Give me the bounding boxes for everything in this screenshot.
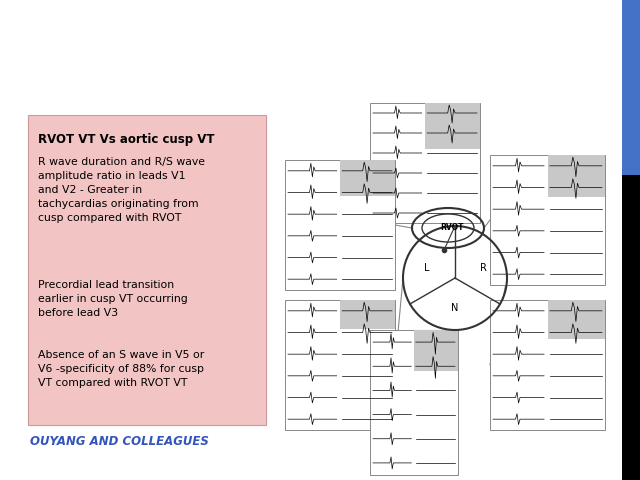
Bar bbox=[340, 300, 395, 329]
Bar bbox=[285, 300, 395, 430]
Bar bbox=[340, 160, 395, 196]
Text: RVOT: RVOT bbox=[440, 224, 464, 232]
Bar bbox=[622, 175, 640, 480]
Text: RVOT VT Vs aortic cusp VT: RVOT VT Vs aortic cusp VT bbox=[38, 133, 214, 146]
Text: Precordial lead transition
earlier in cusp VT occurring
before lead V3: Precordial lead transition earlier in cu… bbox=[38, 280, 188, 318]
Bar bbox=[622, 0, 640, 175]
Bar bbox=[425, 103, 480, 149]
Text: N: N bbox=[451, 303, 459, 313]
Bar bbox=[547, 155, 605, 197]
Bar bbox=[490, 155, 605, 285]
Bar bbox=[285, 160, 395, 290]
Bar bbox=[370, 103, 480, 223]
Bar bbox=[370, 330, 458, 475]
Text: L: L bbox=[424, 263, 429, 273]
Text: Absence of an S wave in V5 or
V6 -specificity of 88% for cusp
VT compared with R: Absence of an S wave in V5 or V6 -specif… bbox=[38, 350, 204, 388]
Bar bbox=[490, 300, 605, 430]
Text: R: R bbox=[480, 263, 487, 273]
Text: R wave duration and R/S wave
amplitude ratio in leads V1
and V2 - Greater in
tac: R wave duration and R/S wave amplitude r… bbox=[38, 157, 205, 223]
Bar bbox=[547, 300, 605, 339]
Bar bbox=[414, 330, 458, 371]
Text: OUYANG AND COLLEAGUES: OUYANG AND COLLEAGUES bbox=[30, 435, 209, 448]
Bar bbox=[28, 115, 266, 425]
